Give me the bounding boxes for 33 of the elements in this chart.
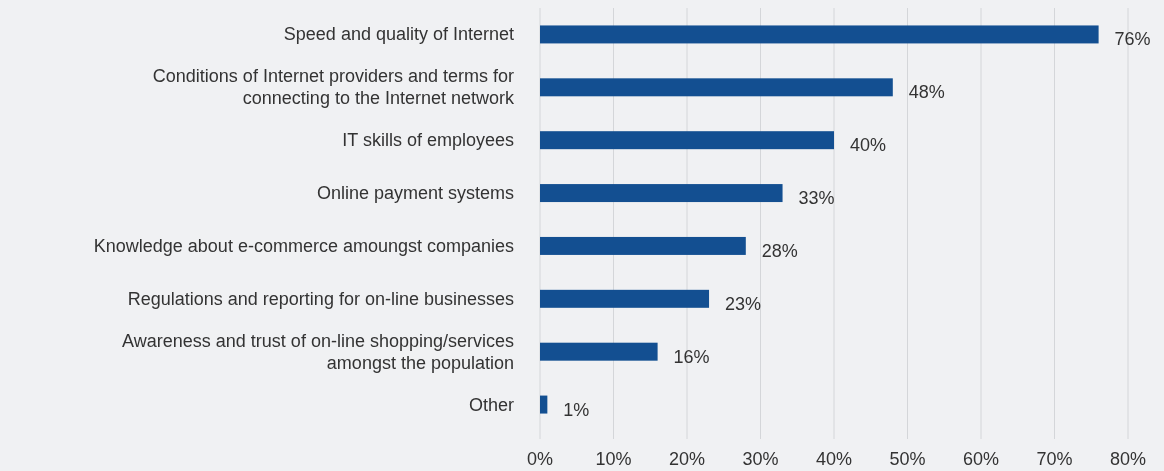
y-tick-label: Online payment systems <box>316 183 514 204</box>
data-label: 16% <box>673 346 710 367</box>
bar <box>540 25 1099 44</box>
data-label: 40% <box>850 135 887 156</box>
x-tick-label: 20% <box>668 449 706 469</box>
x-tick-label: 0% <box>526 449 554 469</box>
y-tick-label: Awareness and trust of on-line shopping/services amongst the population <box>122 330 514 373</box>
bar <box>540 395 548 414</box>
x-tick-label: 80% <box>1109 449 1147 469</box>
data-label: 76% <box>1114 29 1151 50</box>
bar <box>540 184 783 203</box>
x-tick-label: 30% <box>742 449 779 469</box>
y-tick-label: Conditions of Internet providers and terms for connecting to the Internet network <box>152 66 515 109</box>
bar <box>540 342 658 361</box>
x-tick-label: 40% <box>815 449 853 469</box>
y-tick-label: Regulations and reporting for on-line businesses <box>127 288 514 309</box>
data-label: 33% <box>798 188 835 209</box>
y-tick-label: Other <box>468 394 514 415</box>
x-tick-label: 50% <box>889 449 926 469</box>
data-label: 28% <box>761 240 798 261</box>
x-tick-label: 60% <box>962 449 1000 469</box>
data-label: 1% <box>563 399 590 420</box>
bar <box>540 131 834 150</box>
y-tick-label: Knowledge about e-commerce amoungst companies <box>93 235 514 256</box>
bar <box>540 78 893 97</box>
y-tick-label: Speed and quality of Internet <box>283 24 514 45</box>
x-tick-label: 70% <box>1036 449 1073 469</box>
x-tick-label: 10% <box>595 449 632 469</box>
data-label: 48% <box>908 82 945 103</box>
y-tick-label: IT skills of employees <box>342 130 514 151</box>
data-label: 23% <box>725 293 762 314</box>
bar <box>540 289 710 308</box>
bar <box>540 236 746 255</box>
